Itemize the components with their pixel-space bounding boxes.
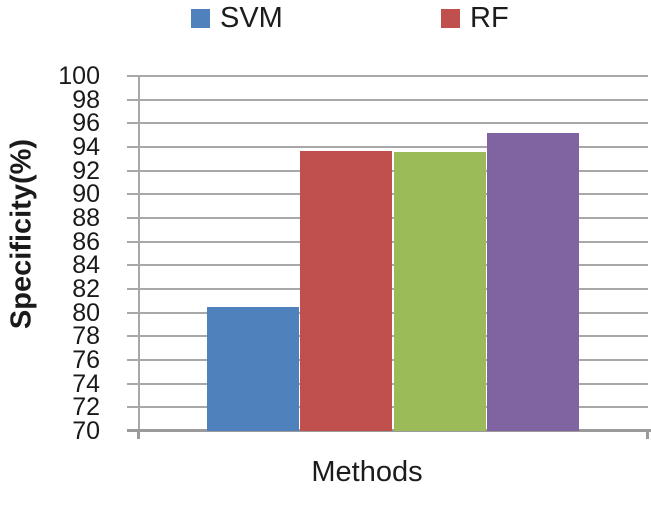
y-tick-label: 100 bbox=[58, 62, 100, 90]
y-tick-label: 70 bbox=[72, 417, 100, 445]
gridline bbox=[127, 98, 648, 101]
bar bbox=[394, 152, 486, 431]
y-tick-label: 86 bbox=[72, 227, 100, 256]
y-tick-label: 90 bbox=[72, 180, 100, 209]
bar-svm bbox=[207, 307, 299, 431]
y-tick-label: 88 bbox=[72, 204, 100, 232]
y-tick-label: 80 bbox=[72, 298, 100, 327]
x-axis-left-tick bbox=[137, 431, 140, 439]
bar bbox=[487, 133, 579, 431]
plot-area bbox=[127, 75, 651, 439]
legend-swatch-svm-icon bbox=[191, 9, 210, 28]
y-tick-label: 76 bbox=[72, 346, 100, 374]
y-tick-label: 94 bbox=[72, 133, 100, 161]
x-axis-title: Methods bbox=[311, 456, 423, 488]
x-axis-right-tick bbox=[646, 431, 649, 439]
y-tick-label: 96 bbox=[72, 109, 100, 138]
legend-item-rf: RF bbox=[441, 4, 509, 33]
legend-label-rf: RF bbox=[470, 2, 509, 34]
y-tick-label: 82 bbox=[72, 275, 100, 303]
y-tick-label: 74 bbox=[72, 369, 100, 398]
y-tick-label: 84 bbox=[72, 251, 100, 280]
bar-rf bbox=[300, 151, 392, 431]
y-tick-label: 92 bbox=[72, 156, 100, 185]
legend-item-svm: SVM bbox=[191, 4, 283, 33]
gridline bbox=[127, 75, 648, 77]
y-axis-line bbox=[138, 76, 140, 431]
y-tick-label: 98 bbox=[72, 85, 100, 114]
gridline bbox=[127, 122, 648, 125]
y-tick-label: 78 bbox=[72, 322, 100, 351]
legend-label-svm: SVM bbox=[220, 2, 283, 34]
y-axis-tick-labels: 70 72 74 76 78 80 82 84 86 88 90 92 94 96 98 100 bbox=[0, 63, 100, 444]
legend-swatch-rf-icon bbox=[441, 9, 460, 28]
y-tick-label: 72 bbox=[72, 393, 100, 422]
gridline bbox=[127, 146, 648, 148]
